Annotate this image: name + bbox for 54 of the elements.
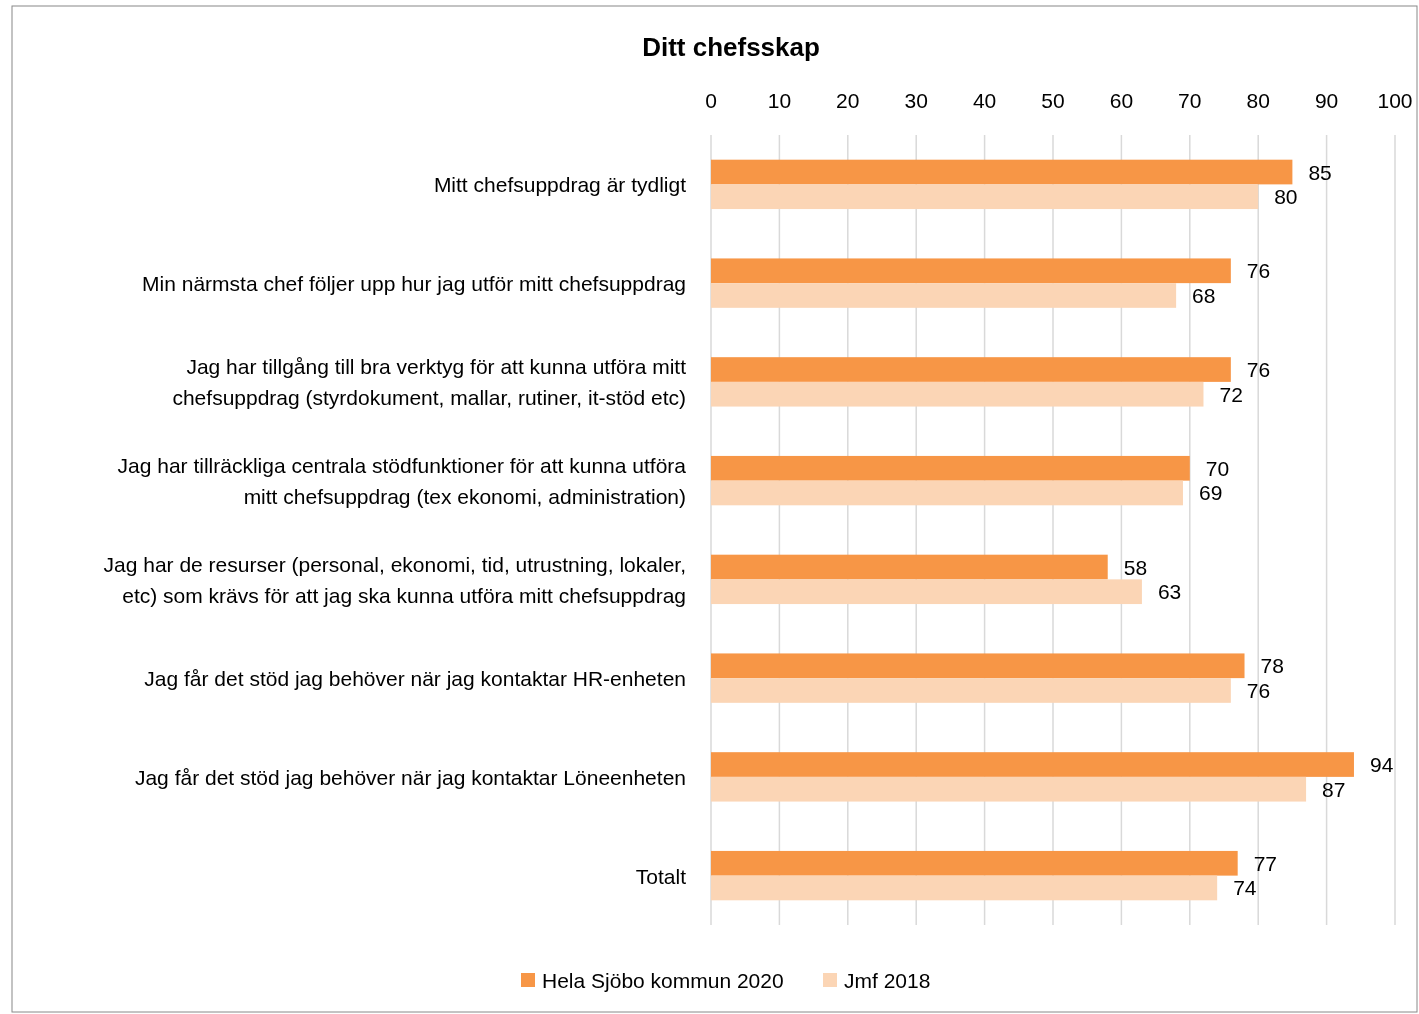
- y-tick-label: Mitt chefsuppdrag är tydligt: [433, 172, 687, 196]
- legend-label: Hela Sjöbo kommun 2020: [542, 968, 784, 992]
- data-label: 76: [1246, 678, 1271, 702]
- data-label: 77: [1253, 851, 1278, 875]
- chart-title: Ditt chefsskap: [642, 32, 820, 62]
- bar: [711, 159, 1293, 185]
- bar: [711, 579, 1142, 605]
- bar: [711, 357, 1231, 382]
- y-tick-label: Jag har tillräckliga centrala stödfunktioner för att kunna utföra mitt chefsuppdrag (tex ekonomi, administration): [117, 453, 687, 508]
- data-label: 78: [1260, 654, 1284, 678]
- bar: [711, 554, 1108, 580]
- bar: [711, 875, 1218, 901]
- bar: [711, 184, 1259, 210]
- bar: [711, 455, 1190, 481]
- x-tick-label: 0: [705, 88, 717, 112]
- x-tick-label: 30: [904, 88, 928, 112]
- x-tick-label: 10: [767, 88, 792, 112]
- bar: [711, 678, 1231, 703]
- bar: [711, 258, 1231, 284]
- data-label: 76: [1246, 259, 1271, 283]
- y-tick-label: Jag får det stöd jag behöver när jag kontaktar Löneenheten: [134, 765, 686, 789]
- data-label: 85: [1308, 160, 1332, 184]
- y-tick-label: Jag får det stöd jag behöver när jag kontaktar HR-enheten: [144, 666, 686, 690]
- x-tick-label: 90: [1314, 88, 1339, 112]
- bar: [711, 283, 1177, 308]
- bar: [711, 381, 1204, 407]
- data-label: 74: [1233, 876, 1257, 900]
- y-tick-label: Jag har de resurser (personal, ekonomi, tid, utrustning, lokaler, etc) som krävs för att jag ska kunna utföra mitt chefsuppdrag: [103, 552, 686, 607]
- x-tick-label: 60: [1109, 88, 1134, 112]
- data-label: 80: [1274, 185, 1298, 209]
- data-label: 69: [1198, 481, 1223, 505]
- data-label: 94: [1369, 753, 1394, 777]
- data-label: 70: [1205, 456, 1230, 480]
- y-tick-label: Min närmsta chef följer upp hur jag utför mitt chefsuppdrag: [142, 271, 686, 295]
- data-label: 76: [1246, 358, 1271, 382]
- bar: [711, 653, 1245, 679]
- legend-label: Jmf 2018: [844, 968, 931, 992]
- x-tick-label: 50: [1041, 88, 1065, 112]
- x-tick-label: 40: [972, 88, 997, 112]
- bar: [711, 850, 1238, 876]
- y-tick-label: Totalt: [635, 864, 687, 888]
- data-label: 72: [1219, 382, 1243, 406]
- bar: [711, 480, 1183, 506]
- data-label: 63: [1157, 580, 1182, 604]
- x-tick-label: 100: [1377, 88, 1413, 112]
- x-tick-label: 20: [836, 88, 860, 112]
- x-tick-label: 80: [1246, 88, 1270, 112]
- data-label: 87: [1322, 777, 1346, 801]
- bar: [711, 776, 1307, 802]
- data-label: 68: [1192, 283, 1216, 307]
- data-label: 58: [1123, 555, 1148, 579]
- bar: [711, 752, 1354, 777]
- x-tick-label: 70: [1178, 88, 1202, 112]
- y-tick-label: Jag har tillgång till bra verktyg för att kunna utföra mitt chefsuppdrag (styrdokument, mallar, rutiner, it-stöd etc): [172, 354, 687, 409]
